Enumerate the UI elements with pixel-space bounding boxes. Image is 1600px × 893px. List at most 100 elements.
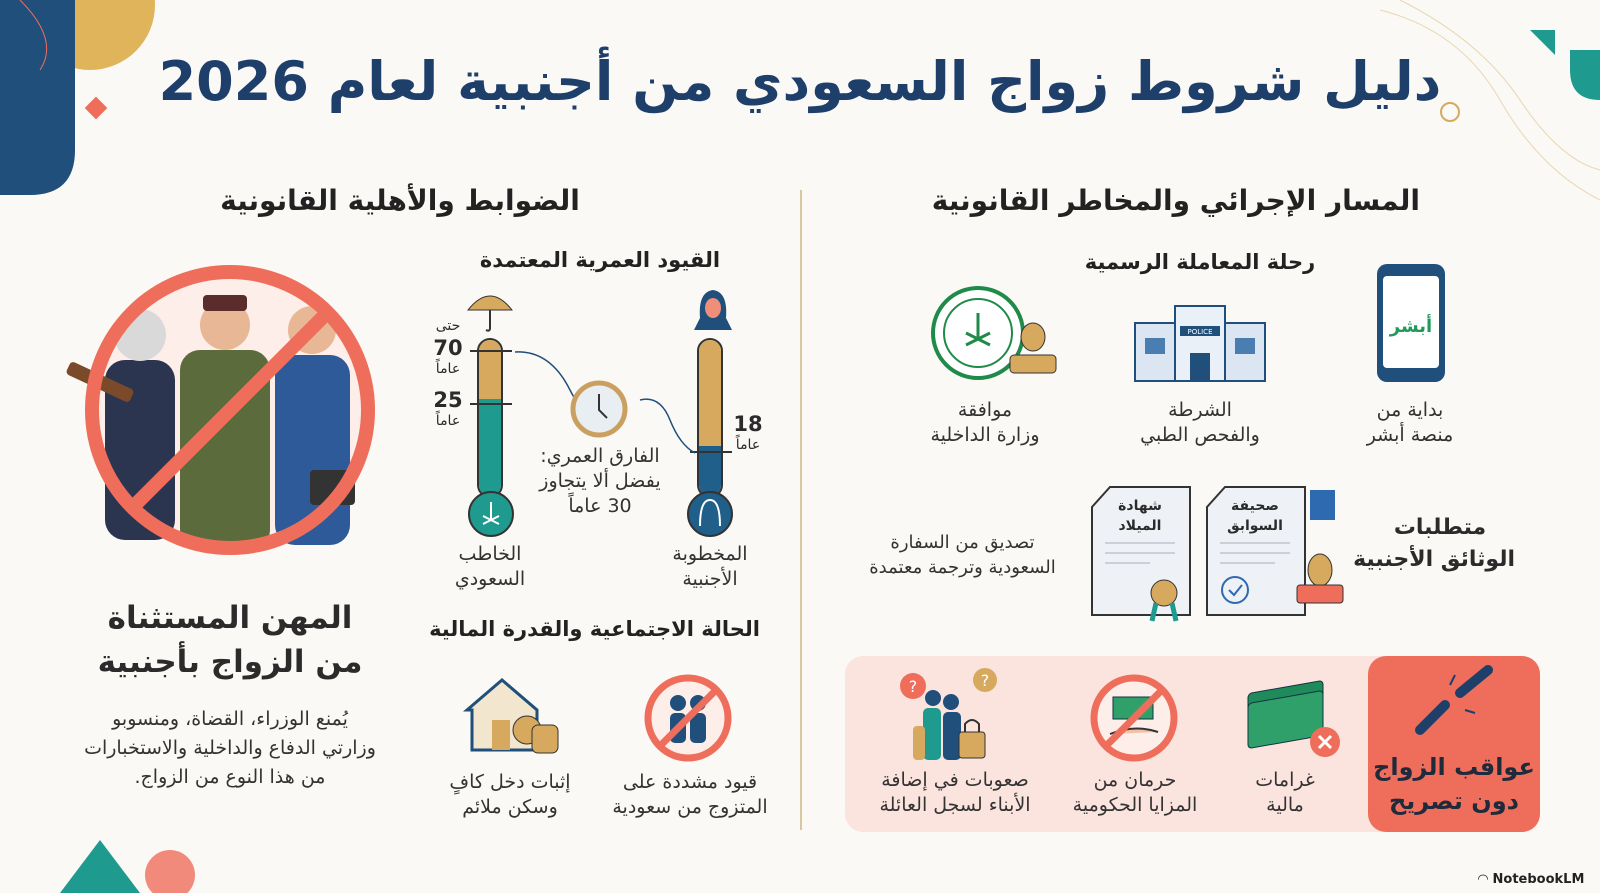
brand-label: NotebookLM [1492, 872, 1585, 887]
note-line1: تصديق من السفارة [890, 532, 1035, 553]
gap-line3: 30 عاماً [568, 495, 632, 517]
excluded-professions-title: المهن المستثناة من الزواج بأجنبية [80, 596, 380, 684]
bride-label-line2: الأجنبية [682, 568, 738, 590]
groom-label-line2: السعودي [454, 568, 526, 590]
income-line1: إثبات دخل كافٍ [449, 771, 571, 793]
clock-icon [570, 380, 628, 438]
desc-line2: وزارتي الدفاع والداخلية والاستخبارات [84, 737, 376, 759]
no-married-couple-icon [644, 674, 732, 762]
consequences-heading-line1: عواقب الزواج [1373, 753, 1535, 781]
years-label: عاماً [435, 413, 461, 429]
groom-label-line1: الخاطب [458, 543, 522, 565]
birth-certificate-document-icon [1091, 486, 1191, 622]
step2-line2: والفحص الطبي [1140, 424, 1260, 446]
gap-line1: الفارق العمري: [540, 445, 660, 467]
documents-heading-line1: متطلبات [1393, 515, 1487, 540]
doc2-line1: شهادة [1118, 498, 1162, 514]
criminal-record-document-icon [1206, 486, 1344, 616]
house-coins-icon [462, 678, 559, 754]
consequences-heading: عواقب الزواج دون تصريح [1368, 750, 1540, 818]
fines-line2: مالية [1266, 794, 1304, 816]
consequences-heading-line2: دون تصريح [1389, 787, 1519, 815]
saudi-emblem-icon [468, 491, 514, 537]
step1-line1: بداية من [1376, 399, 1444, 421]
tick-70 [470, 350, 512, 352]
years-label: عاماً [735, 437, 761, 453]
desc-line1: يُمنع الوزراء، القضاة، ومنسوبو [112, 708, 348, 730]
social-heading: الحالة الاجتماعية والقدرة المالية [429, 617, 760, 641]
benefits-line1: حرمان من [1093, 769, 1177, 791]
excluded-title-line2: من الزواج بأجنبية [97, 644, 363, 680]
tick-25 [470, 403, 512, 405]
excluded-professions-description: يُمنع الوزراء، القضاة، ومنسوبو وزارتي ال… [45, 705, 415, 792]
groom-max-age: 70 [433, 336, 463, 360]
gap-line2: يفضل ألا يتجاوز [539, 470, 661, 492]
criminal-record-label: صحيفة السوابق [1215, 496, 1295, 536]
consequence-fines: غرامات مالية [1230, 768, 1340, 818]
birth-certificate-label: شهادة الميلاد [1100, 496, 1180, 536]
decorative-corner-shapes [0, 0, 155, 195]
groom-max-prefix: حتى [435, 318, 461, 334]
journey-step-absher: بداية من منصة أبشر [1340, 398, 1480, 448]
doc1-line2: السوابق [1227, 518, 1283, 534]
income-line2: وسكن ملائم [462, 796, 558, 818]
registry-line2: الأبناء لسجل العائلة [879, 794, 1031, 816]
note-line2: السعودية وترجمة معتمدة [869, 557, 1056, 578]
umbrella-icon [466, 295, 514, 332]
decorative-bottom-shapes [60, 840, 195, 893]
doc2-line2: الميلاد [1118, 518, 1162, 534]
fines-line1: غرامات [1255, 769, 1315, 791]
right-section-heading: المسار الإجرائي والمخاطر القانونية [931, 184, 1420, 217]
step3-line2: وزارة الداخلية [930, 424, 1040, 446]
absher-phone-icon: أبشر [1377, 264, 1445, 382]
registry-line1: صعوبات في إضافة [881, 769, 1029, 791]
groom-min-age: 25 [433, 388, 463, 412]
section-divider [800, 190, 802, 830]
left-section-heading: الضوابط والأهلية القانونية [220, 184, 580, 217]
svg-text:?: ? [909, 677, 918, 696]
excluded-title-line1: المهن المستثناة [107, 600, 353, 636]
family-registry-lock-icon: ?? [900, 668, 997, 760]
broken-chain-icon [1415, 665, 1493, 735]
documents-heading: متطلبات الوثائق الأجنبية [1353, 512, 1515, 576]
restrictions-line1: قيود مشددة على [622, 771, 758, 793]
tick-18 [690, 451, 732, 453]
benefits-line2: المزايا الحكومية [1072, 794, 1198, 816]
bride-label-line1: المخطوبة [672, 543, 748, 565]
social-item-income: إثبات دخل كافٍ وسكن ملائم [435, 770, 585, 820]
age-gap-note: الفارق العمري: يفضل ألا يتجاوز 30 عاماً [520, 444, 680, 519]
doc1-line1: صحيفة [1231, 498, 1279, 514]
groom-label: الخاطب السعودي [430, 542, 550, 592]
journey-heading: رحلة المعاملة الرسمية [1084, 250, 1316, 274]
page-title: دليل شروط زواج السعودي من أجنبية لعام 20… [158, 50, 1442, 113]
bride-age-bar [697, 338, 723, 498]
step2-line1: الشرطة [1168, 399, 1232, 421]
no-government-benefits-icon [1090, 674, 1178, 762]
hijab-woman-icon [694, 290, 732, 330]
step3-line1: موافقة [957, 399, 1013, 421]
svg-text:POLICE: POLICE [1187, 328, 1212, 336]
documents-heading-line2: الوثائق الأجنبية [1353, 547, 1515, 572]
svg-text:?: ? [981, 671, 990, 690]
bride-min-age: 18 [733, 412, 763, 436]
desc-line3: من هذا النوع من الزواج. [134, 766, 326, 788]
ministry-seal-stamp-icon [931, 286, 1057, 380]
journey-step-police: الشرطة والفحص الطبي [1120, 398, 1280, 448]
journey-step-ministry: موافقة وزارة الداخلية [905, 398, 1065, 448]
years-label: عاماً [435, 361, 461, 377]
groom-age-bar [477, 338, 503, 498]
police-station-icon: POLICE [1134, 305, 1266, 382]
notebooklm-logo-icon: ◠ [1478, 872, 1493, 887]
svg-text:أبشر: أبشر [1389, 314, 1432, 337]
consequence-children-registry: صعوبات في إضافة الأبناء لسجل العائلة [870, 768, 1040, 818]
social-item-restrictions: قيود مشددة على المتزوج من سعودية [600, 770, 780, 820]
notebooklm-brand: ◠ NotebookLM [1478, 872, 1584, 887]
restrictions-line2: المتزوج من سعودية [612, 796, 768, 818]
documents-note: تصديق من السفارة السعودية وترجمة معتمدة [850, 530, 1075, 580]
bride-label: المخطوبة الأجنبية [650, 542, 770, 592]
bride-avatar-icon [687, 491, 733, 537]
age-heading: القيود العمرية المعتمدة [479, 248, 721, 272]
fines-money-icon [1247, 680, 1340, 757]
step1-line2: منصة أبشر [1366, 424, 1454, 446]
decorative-waves [1380, 0, 1600, 201]
